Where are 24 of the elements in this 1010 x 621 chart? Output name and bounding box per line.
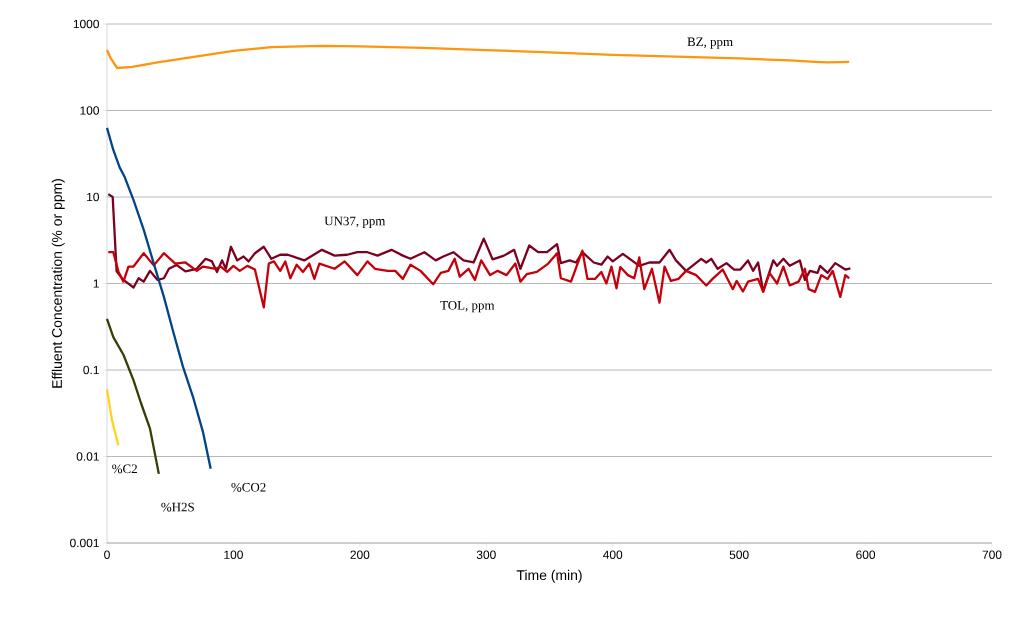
- x-axis-title: Time (min): [516, 569, 582, 583]
- text: %H2S: [161, 502, 194, 512]
- series-label: TOL, ppm: [440, 300, 495, 313]
- y-tick-label: 1000: [73, 19, 100, 29]
- series-label: BZ, ppm: [687, 37, 733, 49]
- y-tick-label: 1: [93, 279, 99, 288]
- y-tick-label: 10: [87, 192, 100, 202]
- x-tick-label: 600: [856, 550, 876, 559]
- y-axis-title: Effluent Concentration (% or ppm): [51, 179, 65, 388]
- series-label: %CO2: [231, 482, 266, 492]
- y-tick-label: 100: [80, 106, 100, 115]
- x-tick-label: 500: [729, 550, 749, 559]
- series-label: UN37, ppm: [324, 216, 386, 228]
- x-tick-label: 100: [224, 550, 243, 559]
- x-tick-label: 200: [350, 550, 370, 559]
- series-label: %C2: [112, 464, 137, 474]
- y-tick-label: 0.01: [76, 452, 99, 461]
- y-tick-label: 0.001: [70, 538, 99, 548]
- y-tick-label: 0.1: [83, 365, 99, 375]
- x-tick-label: 700: [982, 550, 1002, 559]
- x-tick-label: 400: [603, 550, 623, 559]
- x-tick-label: 0: [104, 550, 110, 559]
- line-series: [105, 317, 160, 476]
- x-tick-label: 300: [476, 550, 496, 559]
